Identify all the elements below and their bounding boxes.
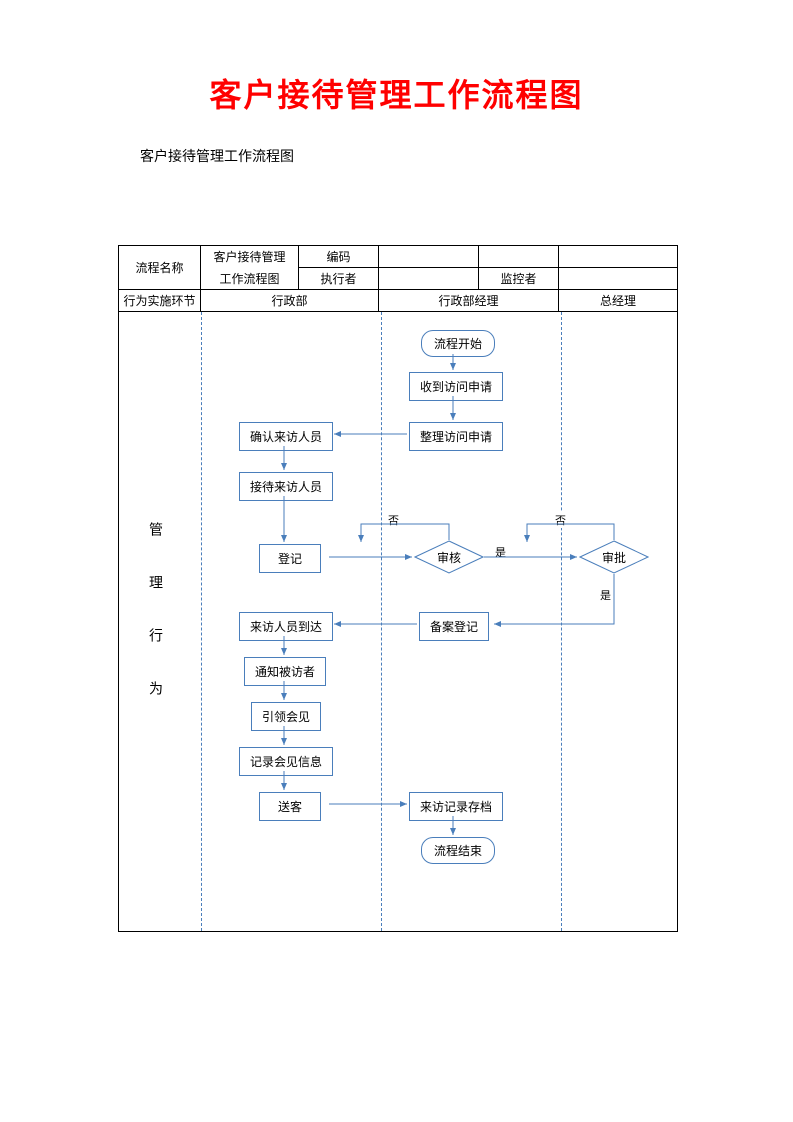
node-notify: 通知被访者 (244, 657, 326, 686)
hdr-blank1 (479, 246, 559, 268)
hdr-blank2 (559, 246, 678, 268)
side-label: 管 理 行 为 (144, 522, 164, 707)
node-review-label: 审核 (437, 549, 461, 566)
node-confirm: 确认来访人员 (239, 422, 333, 451)
hdr-code-label: 编码 (299, 246, 379, 268)
label-review-yes: 是 (494, 544, 507, 560)
node-register: 登记 (259, 544, 321, 573)
node-sort: 整理访问申请 (409, 422, 503, 451)
node-recv: 收到访问申请 (409, 372, 503, 401)
node-receive: 接待来访人员 (239, 472, 333, 501)
hdr-process-name-val-2: 工作流程图 (201, 268, 299, 290)
flow-arrows (119, 312, 677, 931)
hdr-process-name-val-1: 客户接待管理 (201, 246, 299, 268)
lane-1: 行政部 (201, 290, 379, 312)
node-review: 审核 (414, 540, 484, 574)
lane-2: 行政部经理 (379, 290, 559, 312)
subtitle: 客户接待管理工作流程图 (140, 146, 793, 166)
hdr-code-val (379, 246, 479, 268)
hdr-executor-label: 执行者 (299, 268, 379, 290)
node-approve-label: 审批 (602, 549, 626, 566)
node-arrive: 来访人员到达 (239, 612, 333, 641)
label-approve-yes: 是 (599, 587, 612, 603)
node-file: 备案登记 (419, 612, 489, 641)
hdr-monitor-label: 监控者 (479, 268, 559, 290)
node-sendoff: 送客 (259, 792, 321, 821)
page-title: 客户接待管理工作流程图 (0, 0, 793, 116)
hdr-executor-val (379, 268, 479, 290)
hdr-process-name-label: 流程名称 (119, 246, 201, 290)
flow-area: 管 理 行 为 流程开始 收到访问申请 整理访问申请 确认来访人员 接待来访人员… (118, 312, 678, 932)
node-lead: 引领会见 (251, 702, 321, 731)
lane-3: 总经理 (559, 290, 678, 312)
label-approve-no: 否 (554, 512, 567, 528)
header-table: 流程名称 客户接待管理 编码 工作流程图 执行者 监控者 行为实施环节 行政部 … (118, 245, 678, 312)
node-approve: 审批 (579, 540, 649, 574)
diagram-container: 流程名称 客户接待管理 编码 工作流程图 执行者 监控者 行为实施环节 行政部 … (118, 245, 678, 932)
lane-header: 行为实施环节 (119, 290, 201, 312)
node-start: 流程开始 (421, 330, 495, 357)
hdr-monitor-val (559, 268, 678, 290)
node-end: 流程结束 (421, 837, 495, 864)
label-review-no: 否 (387, 512, 400, 528)
lane-divider-1 (201, 312, 202, 931)
node-record: 记录会见信息 (239, 747, 333, 776)
lane-divider-2 (381, 312, 382, 931)
lane-divider-3 (561, 312, 562, 931)
node-archive: 来访记录存档 (409, 792, 503, 821)
